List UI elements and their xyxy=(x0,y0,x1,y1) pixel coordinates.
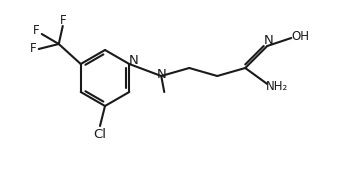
Text: F: F xyxy=(29,43,36,56)
Text: OH: OH xyxy=(291,30,309,43)
Text: N: N xyxy=(156,69,166,82)
Text: F: F xyxy=(32,23,39,36)
Text: N: N xyxy=(128,55,138,68)
Text: Cl: Cl xyxy=(93,128,106,141)
Text: N: N xyxy=(263,35,273,48)
Text: F: F xyxy=(60,14,66,27)
Text: NH₂: NH₂ xyxy=(266,80,288,93)
